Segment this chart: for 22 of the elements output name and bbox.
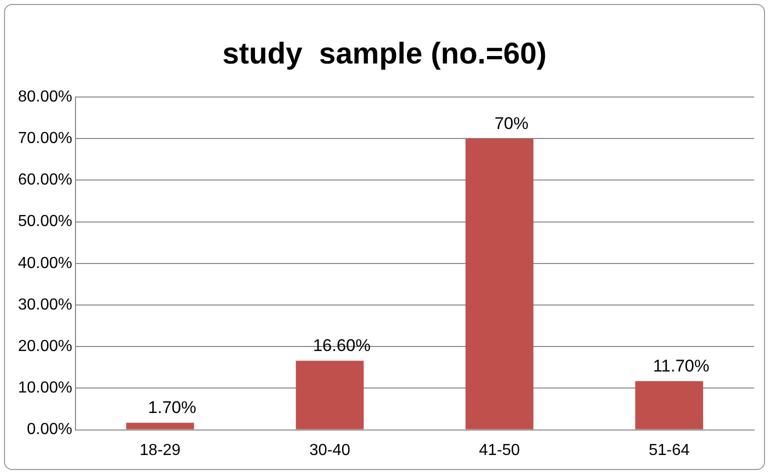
data-label: 70% [494, 114, 528, 133]
y-tick-label: 10.00% [18, 380, 72, 397]
y-tick-label: 80.00% [18, 88, 72, 106]
bar [635, 381, 704, 430]
y-tick-label: 60.00% [18, 172, 72, 189]
y-tick-label: 0.00% [26, 421, 72, 438]
x-tick-label: 41-50 [479, 442, 520, 459]
data-label: 16.60% [312, 336, 371, 355]
data-label: 11.70% [652, 356, 710, 376]
y-tick-label: 20.00% [18, 338, 72, 356]
bar [466, 138, 534, 430]
bar [126, 422, 194, 430]
data-label: 1.70% [148, 398, 196, 417]
chart-title: study sample (no.=60) [222, 37, 547, 70]
y-tick-label: 40.00% [18, 254, 72, 272]
y-tick-label: 50.00% [18, 213, 72, 230]
x-tick-label: 51-64 [648, 442, 690, 459]
x-tick-label: 18-29 [140, 442, 181, 459]
y-tick-label: 70.00% [18, 130, 72, 148]
x-tick-label: 30-40 [309, 442, 350, 459]
y-tick-label: 30.00% [18, 296, 72, 314]
bar [296, 360, 364, 430]
